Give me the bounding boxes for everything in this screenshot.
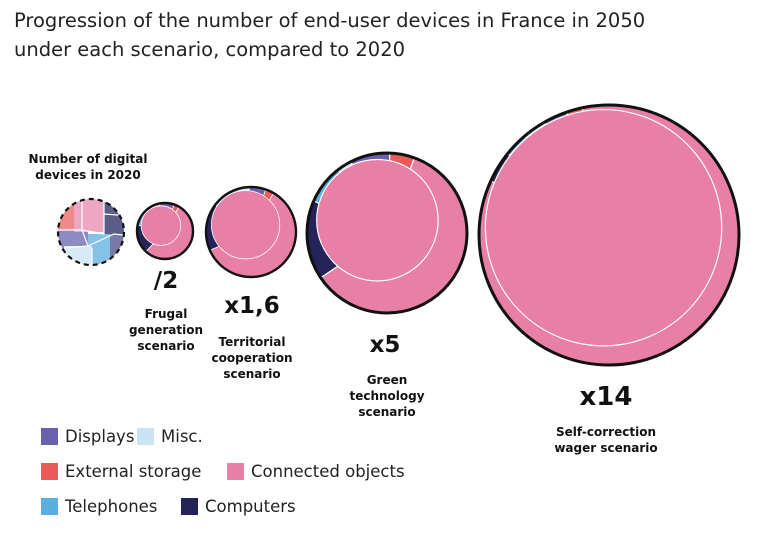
bubble-outline-self-correction [477, 103, 741, 367]
cell-green-connected-core [316, 158, 439, 282]
bubble-outline-green [305, 151, 469, 315]
chart-title-line-1: Progression of the number of end-user de… [14, 9, 646, 32]
legend-swatch-computers [181, 498, 198, 515]
bubble-self-correction [479, 105, 739, 365]
scenario-self-correction-line-1: Self-correction [556, 425, 656, 439]
legend-label-connected-objects: Connected objects [251, 462, 405, 481]
legend-swatch-misc [137, 428, 154, 445]
legend-label-telephones: Telephones [65, 497, 158, 516]
legend-swatch-external-storage [41, 463, 58, 480]
bubble-outline-territorial [204, 185, 298, 279]
cell-territorial-connected-core [211, 190, 281, 260]
scenario-self-correction-line-2: wager scenario [554, 441, 657, 455]
legend-item-telephones: Telephones [41, 497, 157, 516]
bubble-2020-cells [58, 199, 124, 265]
reference-label-line-1: Number of digital [29, 152, 148, 166]
cell-self-correction-connected-core [484, 108, 723, 347]
reference-label-line-2: devices in 2020 [35, 168, 140, 182]
bubble-frugal [137, 203, 193, 259]
chart-title-line-2: under each scenario, compared to 2020 [14, 38, 406, 61]
legend-item-external-storage: External storage [41, 462, 201, 481]
multiplier-frugal: /2 [154, 268, 178, 294]
legend-label-computers: Computers [205, 497, 296, 516]
scenario-green-line-1: Green [367, 373, 408, 387]
bubble-2020 [56, 197, 126, 267]
scenario-territorial-line-1: Territorial [219, 335, 286, 349]
scenario-frugal-line-3: scenario [137, 339, 194, 353]
scenario-territorial-line-3: scenario [223, 367, 280, 381]
scenario-frugal-line-2: generation [129, 323, 203, 337]
legend-swatch-displays [41, 428, 58, 445]
cell-frugal-connected-core [140, 205, 182, 246]
bubble-outline-frugal [135, 201, 195, 261]
legend-item-misc: Misc. [137, 427, 203, 446]
legend-item-connected-objects: Connected objects [227, 462, 405, 481]
bubble-territorial [206, 187, 296, 277]
scenario-bubbles [135, 103, 741, 367]
bubble-2020-outline [56, 197, 126, 267]
scenario-frugal-line-1: Frugal [145, 307, 188, 321]
multiplier-green: x5 [370, 332, 401, 358]
cell-2020-computers-2 [110, 234, 124, 264]
labels: Number of digital devices in 2020 /2 Fru… [29, 152, 658, 455]
bubble-green [307, 153, 467, 313]
legend-swatch-connected-objects [227, 463, 244, 480]
multiplier-self-correction: x14 [580, 382, 633, 412]
legend-item-displays: Displays [41, 427, 134, 446]
scenario-green-line-3: scenario [358, 405, 415, 419]
chart-title: Progression of the number of end-user de… [14, 6, 734, 64]
legend-item-computers: Computers [181, 497, 296, 516]
multiplier-territorial: x1,6 [224, 293, 280, 319]
legend-label-misc: Misc. [161, 427, 203, 446]
scenario-green-line-2: technology [349, 389, 424, 403]
legend-swatch-telephones [41, 498, 58, 515]
cell-2020-misc [64, 246, 92, 265]
scenario-territorial-line-2: cooperation [212, 351, 293, 365]
legend-label-external-storage: External storage [65, 462, 202, 481]
legend-label-displays: Displays [65, 427, 135, 446]
